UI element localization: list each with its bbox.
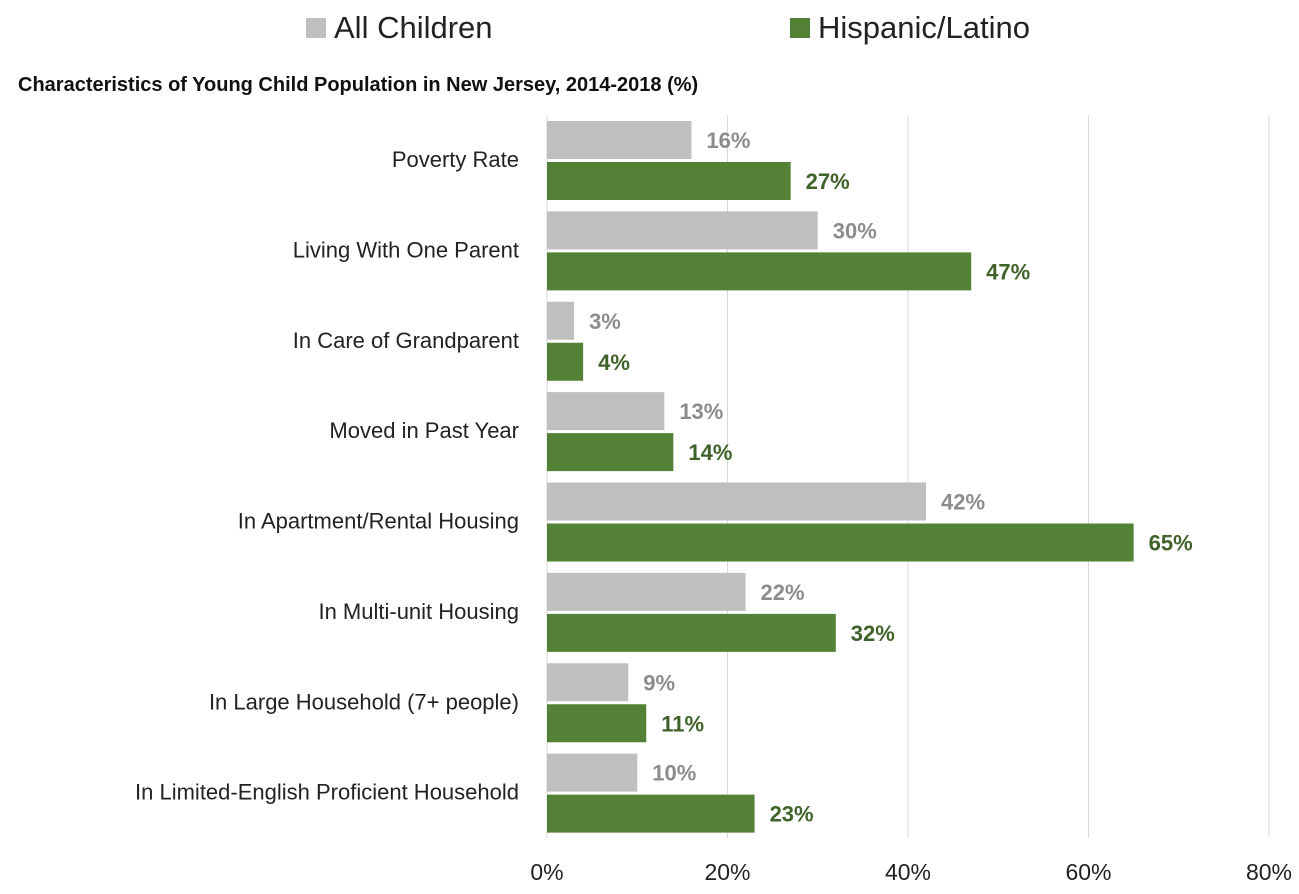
bar-hispanic-latino [547, 613, 836, 652]
data-label-all-children: 30% [833, 218, 877, 243]
category-label: In Multi-unit Housing [318, 599, 519, 624]
category-label: Poverty Rate [392, 147, 519, 172]
bar-hispanic-latino [547, 252, 972, 291]
data-label-hispanic-latino: 23% [770, 802, 814, 827]
data-label-hispanic-latino: 11% [661, 711, 704, 736]
data-label-hispanic-latino: 65% [1149, 531, 1193, 556]
bar-all-children [547, 121, 692, 159]
category-label: In Limited-English Proficient Household [135, 780, 519, 805]
x-tick-label: 80% [1246, 859, 1292, 885]
bar-hispanic-latino [547, 794, 755, 833]
legend-swatch-all-children [306, 18, 326, 38]
bar-all-children [547, 211, 818, 250]
x-tick-label: 20% [704, 859, 750, 885]
data-label-all-children: 13% [679, 399, 723, 424]
legend-item-hispanic-latino: Hispanic/Latino [790, 10, 1030, 46]
bar-all-children [547, 301, 575, 340]
chart-title: Characteristics of Young Child Populatio… [18, 74, 699, 96]
category-label: Moved in Past Year [329, 418, 519, 443]
category-label: In Care of Grandparent [293, 328, 519, 353]
legend-label-hispanic-latino: Hispanic/Latino [818, 10, 1030, 45]
category-label: In Apartment/Rental Housing [238, 509, 519, 534]
x-tick-label: 40% [885, 859, 931, 885]
x-tick-label: 0% [530, 859, 563, 885]
data-label-hispanic-latino: 4% [598, 350, 630, 375]
bar-all-children [547, 663, 629, 702]
data-label-hispanic-latino: 47% [986, 259, 1030, 284]
data-label-hispanic-latino: 27% [806, 169, 850, 194]
data-label-hispanic-latino: 32% [851, 621, 895, 646]
data-label-all-children: 10% [652, 761, 696, 786]
bar-hispanic-latino [547, 342, 584, 381]
bar-hispanic-latino [547, 162, 791, 200]
legend-label-all-children: All Children [334, 10, 493, 45]
x-tick-label: 60% [1065, 859, 1111, 885]
data-label-all-children: 9% [643, 670, 675, 695]
bar-all-children [547, 572, 746, 611]
data-label-all-children: 42% [941, 490, 985, 515]
category-label: In Large Household (7+ people) [209, 689, 519, 714]
legend-swatch-hispanic-latino [790, 18, 810, 38]
bar-all-children [547, 753, 638, 792]
bar-all-children [547, 482, 927, 521]
data-label-all-children: 22% [761, 580, 805, 605]
category-label: Living With One Parent [293, 237, 519, 262]
bar-hispanic-latino [547, 433, 674, 472]
data-label-all-children: 16% [706, 128, 750, 153]
bar-hispanic-latino [547, 523, 1134, 562]
data-label-all-children: 3% [589, 309, 621, 334]
data-label-hispanic-latino: 14% [688, 440, 732, 465]
legend-item-all-children: All Children [306, 10, 493, 46]
bar-all-children [547, 392, 665, 431]
legend: All Children Hispanic/Latino [0, 10, 1299, 54]
bar-hispanic-latino [547, 704, 647, 743]
